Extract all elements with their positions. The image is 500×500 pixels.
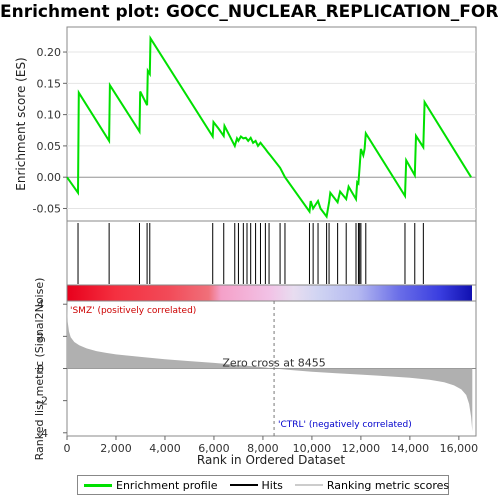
rank-colorbar-end — [472, 285, 476, 301]
legend-label-metric: Ranking metric scores — [326, 478, 450, 492]
x-tick-label: 2,000 — [100, 442, 132, 455]
ranking-metric-area — [67, 301, 473, 432]
positive-correlation-label: 'SMZ' (positively correlated) — [70, 306, 196, 316]
es-y-axis-label: Enrichment score (ES) — [14, 57, 28, 190]
rank-colorbar-fill — [67, 285, 472, 301]
metric-y-tick-label: 0 — [37, 363, 44, 376]
legend: Enrichment profile Hits Ranking metric s… — [77, 475, 449, 495]
es-y-tick-label: 0.00 — [37, 171, 62, 184]
x-tick-label: 14,000 — [391, 442, 430, 455]
es-panel-frame — [66, 26, 477, 222]
x-tick-label: 10,000 — [293, 442, 332, 455]
metric-panel: Zero cross at 8455 'SMZ' (positively cor… — [33, 278, 478, 467]
enrichment-profile-line — [66, 34, 472, 220]
hits-panel — [66, 220, 477, 286]
legend-swatch-metric — [294, 484, 323, 486]
legend-item-enrichment-profile: Enrichment profile — [84, 479, 218, 492]
legend-label-hits: Hits — [261, 478, 283, 492]
chart-title: Enrichment plot: GOCC_NUCLEAR_REPLICATIO… — [0, 2, 500, 22]
legend-swatch-hits — [229, 484, 258, 486]
legend-label-profile: Enrichment profile — [116, 478, 218, 492]
negative-correlation-label: 'CTRL' (negatively correlated) — [278, 420, 412, 430]
hits-panel-frame — [66, 220, 477, 286]
x-tick-label: 6,000 — [198, 442, 230, 455]
es-y-tick-label: 0.05 — [37, 140, 62, 153]
x-tick-label: 4,000 — [149, 442, 181, 455]
legend-item-hits: Hits — [229, 478, 283, 492]
metric-y-tick-label: 4 — [37, 298, 44, 311]
metric-y-tick-label: -2 — [37, 395, 48, 408]
es-y-tick-label: 0.20 — [37, 46, 62, 59]
x-tick-label: 16,000 — [440, 442, 479, 455]
es-y-tick-label: 0.10 — [37, 109, 62, 122]
metric-y-tick-label: -4 — [37, 427, 48, 440]
x-axis-label: Rank in Ordered Dataset — [197, 453, 345, 467]
metric-y-axis-label: Ranked list metric (Signal2Noise) — [33, 278, 46, 461]
x-tick-label: 12,000 — [342, 442, 381, 455]
x-tick-label: 0 — [64, 442, 71, 455]
x-tick-label: 8,000 — [247, 442, 279, 455]
legend-item-ranking-metric: Ranking metric scores — [294, 478, 450, 492]
es-y-tick-label: 0.15 — [37, 77, 62, 90]
legend-swatch-profile — [84, 483, 112, 487]
rank-colorbar — [66, 284, 477, 302]
es-panel: -0.05 0.00 0.05 0.10 0.15 0.20 Enrichment sco… — [14, 26, 477, 222]
zero-cross-label: Zero cross at 8455 — [222, 357, 325, 370]
metric-y-tick-label: 2 — [37, 330, 44, 343]
es-y-tick-label: -0.05 — [33, 202, 61, 215]
